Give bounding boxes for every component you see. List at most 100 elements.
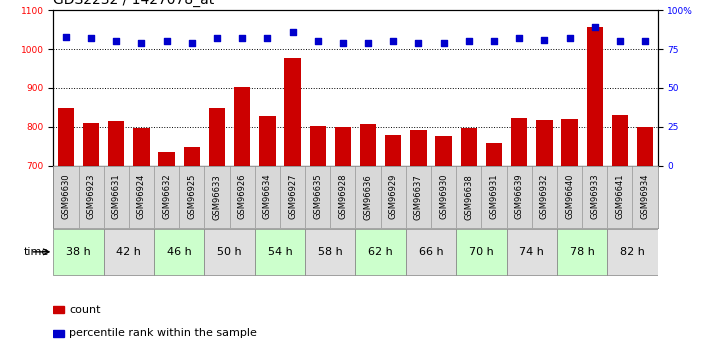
Point xyxy=(287,29,298,35)
Point xyxy=(237,36,248,41)
Point xyxy=(312,39,324,44)
Point xyxy=(488,39,500,44)
Text: GSM96633: GSM96633 xyxy=(213,174,222,219)
Text: GSM96934: GSM96934 xyxy=(641,174,650,219)
Text: GSM96932: GSM96932 xyxy=(540,174,549,219)
FancyBboxPatch shape xyxy=(53,229,104,275)
Text: GSM96634: GSM96634 xyxy=(263,174,272,219)
Bar xyxy=(410,129,427,166)
FancyBboxPatch shape xyxy=(205,229,255,275)
Bar xyxy=(461,128,477,166)
FancyBboxPatch shape xyxy=(255,229,305,275)
Text: time: time xyxy=(23,247,49,257)
FancyBboxPatch shape xyxy=(607,229,658,275)
Bar xyxy=(637,127,653,166)
Point xyxy=(463,39,474,44)
Text: GSM96638: GSM96638 xyxy=(464,174,474,219)
Bar xyxy=(587,27,603,166)
Text: 70 h: 70 h xyxy=(469,247,493,257)
FancyBboxPatch shape xyxy=(456,229,506,275)
Text: 78 h: 78 h xyxy=(570,247,594,257)
FancyBboxPatch shape xyxy=(406,229,456,275)
Bar xyxy=(511,118,528,166)
FancyBboxPatch shape xyxy=(506,229,557,275)
Text: 66 h: 66 h xyxy=(419,247,444,257)
Text: GSM96639: GSM96639 xyxy=(515,174,524,219)
Point xyxy=(363,40,374,46)
Bar xyxy=(260,116,276,166)
Text: 82 h: 82 h xyxy=(620,247,645,257)
Text: GSM96640: GSM96640 xyxy=(565,174,574,219)
Text: GSM96926: GSM96926 xyxy=(237,174,247,219)
Bar xyxy=(209,108,225,166)
Text: 74 h: 74 h xyxy=(519,247,544,257)
Text: GSM96931: GSM96931 xyxy=(489,174,498,219)
Text: GSM96928: GSM96928 xyxy=(338,174,348,219)
Bar xyxy=(309,126,326,166)
Point xyxy=(85,36,97,41)
Point xyxy=(589,25,600,30)
Text: 42 h: 42 h xyxy=(117,247,141,257)
Bar xyxy=(58,108,74,166)
Point xyxy=(60,34,72,40)
Bar xyxy=(435,136,451,166)
Point xyxy=(337,40,348,46)
Text: GSM96630: GSM96630 xyxy=(61,174,70,219)
Bar xyxy=(53,330,64,337)
Bar xyxy=(53,306,64,313)
Point xyxy=(539,37,550,43)
Point xyxy=(111,39,122,44)
Text: GSM96632: GSM96632 xyxy=(162,174,171,219)
Bar xyxy=(335,127,351,166)
Text: GSM96923: GSM96923 xyxy=(87,174,95,219)
Text: GSM96641: GSM96641 xyxy=(616,174,624,219)
Point xyxy=(136,40,147,46)
Bar xyxy=(234,87,250,166)
Bar xyxy=(611,115,628,166)
Point xyxy=(413,40,424,46)
Point xyxy=(513,36,525,41)
Bar xyxy=(183,147,200,166)
Text: 50 h: 50 h xyxy=(218,247,242,257)
Bar xyxy=(385,135,402,166)
Text: GSM96925: GSM96925 xyxy=(187,174,196,219)
Bar xyxy=(159,152,175,166)
Bar xyxy=(133,128,149,166)
Bar xyxy=(486,143,502,166)
FancyBboxPatch shape xyxy=(356,229,406,275)
Text: percentile rank within the sample: percentile rank within the sample xyxy=(69,328,257,338)
Text: GSM96635: GSM96635 xyxy=(314,174,322,219)
Point xyxy=(186,40,198,46)
Text: GSM96631: GSM96631 xyxy=(112,174,121,219)
Text: GSM96924: GSM96924 xyxy=(137,174,146,219)
FancyBboxPatch shape xyxy=(104,229,154,275)
FancyBboxPatch shape xyxy=(557,229,607,275)
FancyBboxPatch shape xyxy=(305,229,356,275)
Text: 54 h: 54 h xyxy=(267,247,292,257)
Bar xyxy=(108,121,124,166)
Bar xyxy=(284,58,301,166)
Text: GSM96927: GSM96927 xyxy=(288,174,297,219)
Text: 46 h: 46 h xyxy=(167,247,191,257)
Bar xyxy=(562,119,578,166)
Text: GSM96637: GSM96637 xyxy=(414,174,423,219)
Point xyxy=(161,39,172,44)
Text: 62 h: 62 h xyxy=(368,247,393,257)
Bar xyxy=(536,120,552,166)
Point xyxy=(438,40,449,46)
Text: GSM96930: GSM96930 xyxy=(439,174,448,219)
Point xyxy=(262,36,273,41)
Point xyxy=(564,36,575,41)
Point xyxy=(614,39,626,44)
Bar xyxy=(360,124,376,166)
Text: 58 h: 58 h xyxy=(318,247,343,257)
Point xyxy=(387,39,399,44)
Text: count: count xyxy=(69,305,101,315)
Text: GSM96636: GSM96636 xyxy=(363,174,373,219)
Text: GSM96929: GSM96929 xyxy=(389,174,397,219)
Bar xyxy=(83,123,100,166)
Text: GDS2232 / 1427078_at: GDS2232 / 1427078_at xyxy=(53,0,215,7)
Point xyxy=(639,39,651,44)
Text: 38 h: 38 h xyxy=(66,247,91,257)
Point xyxy=(211,36,223,41)
